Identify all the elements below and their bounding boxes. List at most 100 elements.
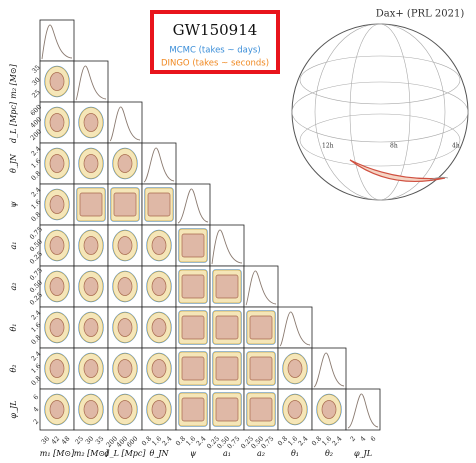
contour-mcmc: [178, 269, 208, 304]
marginal-curve: [109, 106, 141, 142]
contour-mcmc: [44, 393, 70, 426]
contour-mcmc: [110, 187, 140, 222]
contour-mcmc: [212, 269, 242, 304]
contour-mcmc: [112, 393, 138, 426]
contour-inner: [321, 400, 337, 419]
contour-mcmc: [44, 106, 70, 139]
contour-mcmc: [178, 310, 208, 345]
contour-mcmc: [78, 352, 104, 385]
contour-mcmc: [146, 352, 172, 385]
contour-inner: [83, 236, 99, 255]
x-axis-label: a₂: [257, 449, 265, 458]
contour-inner: [83, 113, 99, 132]
y-axis-label: d_L [Mpc]: [9, 101, 18, 143]
contour-mcmc: [178, 392, 208, 427]
contour-inner: [151, 277, 167, 296]
marginal-curve: [279, 311, 311, 347]
contour-mcmc: [112, 270, 138, 303]
contour-mcmc: [112, 229, 138, 262]
x-tick-label: 35: [94, 435, 106, 447]
contour-inner: [49, 400, 65, 419]
contour-inner: [117, 277, 133, 296]
contour-inner: [49, 72, 65, 91]
contour-mcmc: [44, 270, 70, 303]
y-axis-label: θ₁: [9, 323, 18, 331]
marginal-curve: [313, 352, 345, 388]
title: GW150914: [173, 21, 258, 39]
marginal-curve: [211, 229, 243, 265]
y-tick-label: 35: [30, 63, 42, 75]
contour-inner: [83, 400, 99, 419]
contour-mcmc: [76, 187, 106, 222]
panel: [311, 347, 347, 390]
contour-mcmc: [212, 310, 242, 345]
marginal-curve: [41, 24, 73, 60]
contour-mcmc: [78, 106, 104, 139]
y-axis-label: m₂ [M⊙]: [9, 63, 18, 98]
y-axis-label: a₁: [9, 242, 18, 250]
x-tick-label: 2.4: [160, 435, 173, 448]
panel: [141, 142, 177, 185]
panel: [107, 101, 143, 144]
contour-mcmc: [78, 270, 104, 303]
contour-mcmc: [212, 392, 242, 427]
contour-inner: [181, 397, 205, 422]
contour-inner: [83, 318, 99, 337]
contour-mcmc: [78, 311, 104, 344]
contour-inner: [181, 356, 205, 381]
marginal-curve: [143, 147, 175, 183]
contour-inner: [83, 277, 99, 296]
y-axis-label: θ₂: [9, 364, 18, 372]
contour-mcmc: [44, 311, 70, 344]
panel: [209, 224, 245, 267]
contour-inner: [83, 359, 99, 378]
y-axis-label: a₂: [9, 283, 18, 291]
highlight-box: [150, 10, 280, 74]
panel: [277, 306, 313, 349]
contour-mcmc: [78, 229, 104, 262]
contour-inner: [147, 192, 171, 217]
marginal-curve: [245, 270, 277, 306]
contour-mcmc: [146, 270, 172, 303]
contour-inner: [249, 356, 273, 381]
contour-inner: [151, 359, 167, 378]
x-tick-label: 6: [369, 435, 378, 444]
y-tick-label: 25: [30, 88, 42, 100]
contour-inner: [151, 318, 167, 337]
x-axis-label: θ₂: [325, 449, 333, 458]
contour-mcmc: [246, 310, 276, 345]
contour-mcmc: [178, 228, 208, 263]
contour-mcmc: [246, 392, 276, 427]
x-tick-label: 2.4: [296, 435, 309, 448]
contour-mcmc: [78, 147, 104, 180]
ra-label: 12h: [322, 143, 334, 150]
contour-mcmc: [44, 229, 70, 262]
contour-inner: [287, 400, 303, 419]
contour-inner: [49, 277, 65, 296]
contour-inner: [249, 397, 273, 422]
contour-mcmc: [44, 188, 70, 221]
x-axis-label: m₂ [M⊙]: [74, 449, 109, 458]
legend-mcmc: MCMC (takes ~ days): [169, 46, 260, 56]
contour-inner: [113, 192, 137, 217]
contour-inner: [181, 274, 205, 299]
contour-inner: [181, 233, 205, 258]
contour-inner: [215, 356, 239, 381]
contour-mcmc: [44, 65, 70, 98]
contour-inner: [117, 154, 133, 173]
x-tick-label: 600: [125, 435, 139, 449]
contour-mcmc: [78, 393, 104, 426]
contour-inner: [117, 318, 133, 337]
x-axis-label: θ_JN: [149, 449, 169, 458]
marginal-curve: [75, 65, 107, 101]
contour-mcmc: [44, 352, 70, 385]
x-tick-label: 48: [60, 435, 72, 447]
legend-dingo: DINGO (takes ~ seconds): [161, 59, 269, 69]
x-axis-label: φ_JL: [354, 449, 372, 458]
contour-inner: [49, 236, 65, 255]
y-tick-label: 4: [32, 405, 41, 414]
contour-mcmc: [316, 393, 342, 426]
contour-inner: [49, 359, 65, 378]
y-axis-label: θ_JN: [9, 153, 18, 173]
